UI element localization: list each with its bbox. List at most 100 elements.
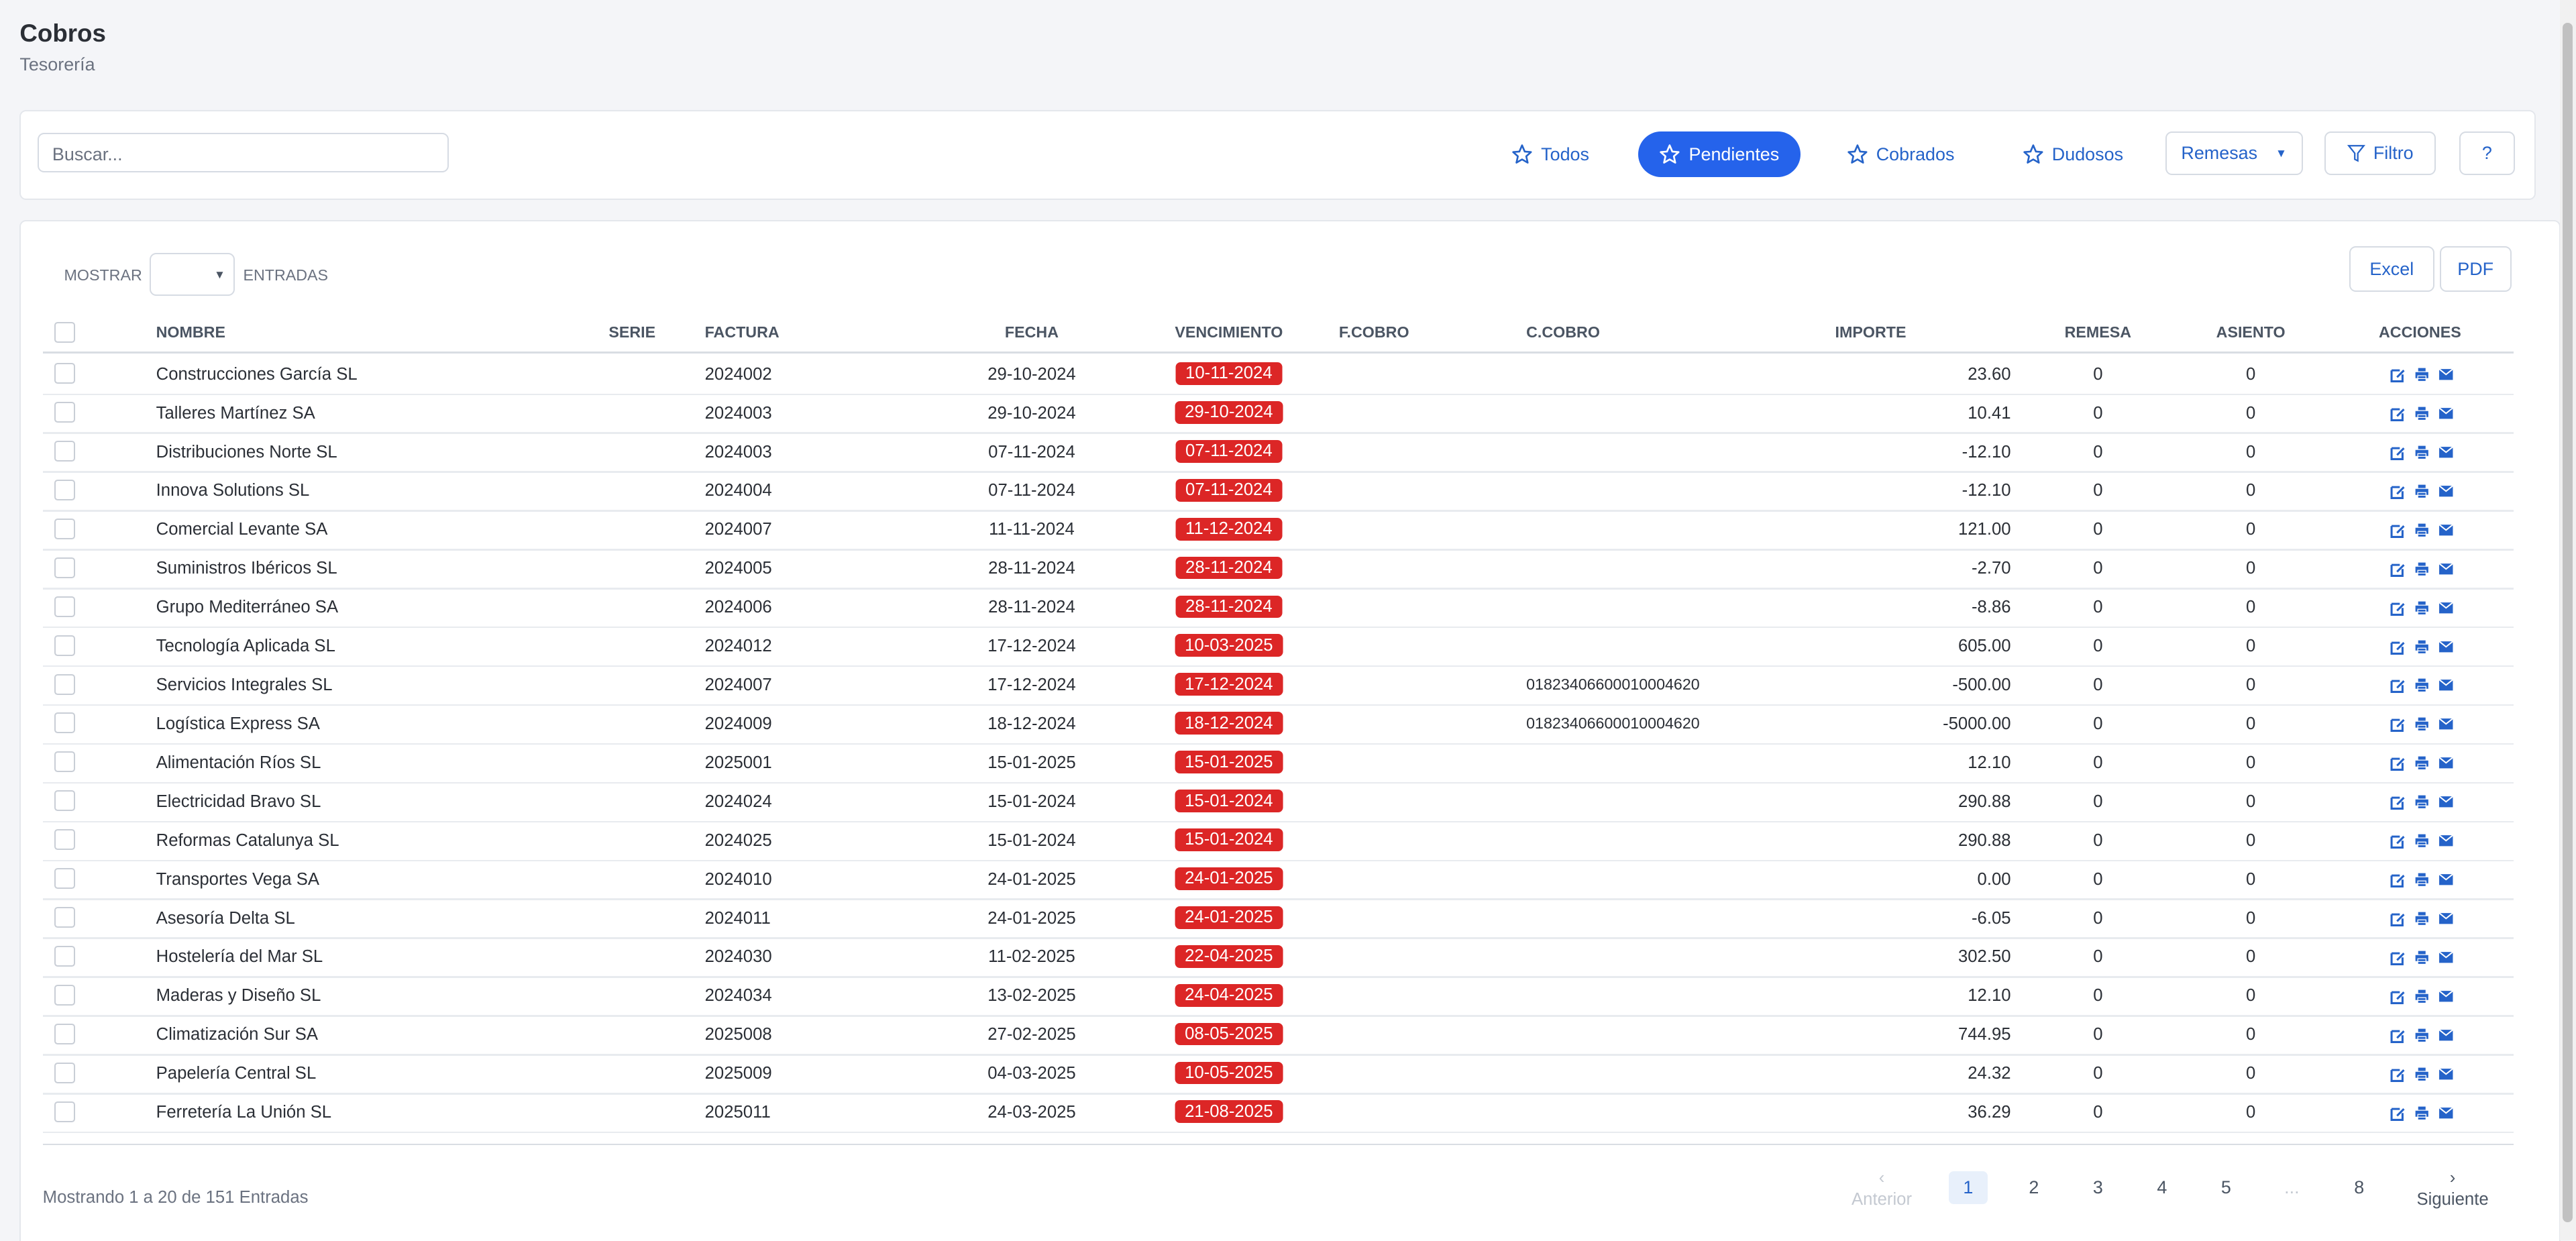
page-button[interactable]: 4 (2157, 1177, 2167, 1198)
print-icon[interactable] (2414, 677, 2430, 693)
edit-icon[interactable] (2389, 1027, 2405, 1043)
email-icon[interactable] (2438, 794, 2454, 810)
email-icon[interactable] (2438, 949, 2454, 965)
column-header[interactable]: SERIE (608, 323, 656, 341)
checkbox[interactable] (54, 518, 75, 539)
email-icon[interactable] (2438, 677, 2454, 693)
print-icon[interactable] (2414, 794, 2430, 810)
page-size-select[interactable]: ▼ (149, 253, 235, 296)
column-header[interactable]: REMESA (2064, 323, 2132, 341)
edit-icon[interactable] (2389, 483, 2405, 499)
edit-icon[interactable] (2389, 405, 2405, 422)
email-icon[interactable] (2438, 1105, 2454, 1121)
checkbox[interactable] (54, 751, 75, 773)
print-icon[interactable] (2414, 832, 2430, 849)
page-button[interactable]: 8 (2354, 1177, 2365, 1198)
print-icon[interactable] (2414, 1066, 2430, 1082)
filter-tab[interactable]: Dudosos (2023, 131, 2123, 178)
column-header[interactable]: ASIENTO (2216, 323, 2286, 341)
checkbox[interactable] (54, 479, 75, 500)
email-icon[interactable] (2438, 988, 2454, 1004)
print-icon[interactable] (2414, 910, 2430, 926)
print-icon[interactable] (2414, 600, 2430, 616)
previous-button[interactable]: ‹ Anterior (1851, 1169, 1913, 1209)
email-icon[interactable] (2438, 600, 2454, 616)
edit-icon[interactable] (2389, 871, 2405, 888)
pdf-button[interactable]: PDF (2439, 246, 2512, 292)
email-icon[interactable] (2438, 716, 2454, 732)
email-icon[interactable] (2438, 871, 2454, 887)
print-icon[interactable] (2414, 561, 2430, 577)
print-icon[interactable] (2414, 871, 2430, 887)
checkbox[interactable] (54, 635, 75, 656)
print-icon[interactable] (2414, 405, 2430, 421)
edit-icon[interactable] (2389, 677, 2405, 694)
column-header[interactable]: C.COBRO (1526, 323, 1600, 341)
checkbox[interactable] (54, 712, 75, 734)
checkbox[interactable] (54, 946, 75, 967)
print-icon[interactable] (2414, 522, 2430, 538)
checkbox[interactable] (54, 907, 75, 928)
email-icon[interactable] (2438, 639, 2454, 655)
checkbox[interactable] (54, 1062, 75, 1083)
email-icon[interactable] (2438, 561, 2454, 577)
checkbox[interactable] (54, 829, 75, 851)
checkbox[interactable] (54, 1101, 75, 1122)
email-icon[interactable] (2438, 910, 2454, 926)
email-icon[interactable] (2438, 366, 2454, 382)
edit-icon[interactable] (2389, 366, 2405, 383)
print-icon[interactable] (2414, 483, 2430, 499)
checkbox[interactable] (54, 402, 75, 423)
page-button[interactable]: 5 (2220, 1177, 2231, 1198)
email-icon[interactable] (2438, 755, 2454, 771)
column-header[interactable]: FECHA (1004, 323, 1059, 341)
print-icon[interactable] (2414, 639, 2430, 655)
checkbox[interactable] (54, 441, 75, 462)
next-button[interactable]: › Siguiente (2416, 1169, 2489, 1209)
remesas-dropdown[interactable]: Remesas ▼ (2165, 131, 2303, 176)
checkbox[interactable] (54, 1023, 75, 1044)
edit-icon[interactable] (2389, 1066, 2405, 1082)
edit-icon[interactable] (2389, 716, 2405, 733)
page-button[interactable]: ... (2284, 1177, 2300, 1198)
column-header[interactable]: VENCIMIENTO (1175, 323, 1283, 341)
print-icon[interactable] (2414, 1105, 2430, 1121)
column-header[interactable]: ACCIONES (2379, 323, 2461, 341)
search-input[interactable]: Buscar... (38, 133, 449, 173)
email-icon[interactable] (2438, 483, 2454, 499)
print-icon[interactable] (2414, 1027, 2430, 1043)
checkbox[interactable] (54, 322, 75, 343)
edit-icon[interactable] (2389, 794, 2405, 810)
print-icon[interactable] (2414, 716, 2430, 732)
email-icon[interactable] (2438, 522, 2454, 538)
checkbox[interactable] (54, 596, 75, 617)
edit-icon[interactable] (2389, 639, 2405, 655)
edit-icon[interactable] (2389, 949, 2405, 965)
help-button[interactable]: ? (2459, 131, 2515, 176)
edit-icon[interactable] (2389, 910, 2405, 926)
edit-icon[interactable] (2389, 832, 2405, 849)
page-button[interactable]: 1 (1948, 1171, 1988, 1205)
print-icon[interactable] (2414, 755, 2430, 771)
email-icon[interactable] (2438, 405, 2454, 421)
email-icon[interactable] (2438, 444, 2454, 460)
column-header[interactable]: IMPORTE (1835, 323, 1907, 341)
excel-button[interactable]: Excel (2349, 246, 2434, 292)
email-icon[interactable] (2438, 1027, 2454, 1043)
edit-icon[interactable] (2389, 600, 2405, 616)
column-header[interactable]: F.COBRO (1338, 323, 1409, 341)
filter-tab[interactable]: Todos (1511, 131, 1589, 178)
filter-button[interactable]: Filtro (2324, 131, 2436, 176)
checkbox[interactable] (54, 790, 75, 812)
page-button[interactable]: 3 (2092, 1177, 2103, 1198)
checkbox[interactable] (54, 363, 75, 384)
edit-icon[interactable] (2389, 755, 2405, 771)
column-header[interactable]: FACTURA (704, 323, 780, 341)
edit-icon[interactable] (2389, 561, 2405, 577)
email-icon[interactable] (2438, 832, 2454, 849)
print-icon[interactable] (2414, 366, 2430, 382)
print-icon[interactable] (2414, 949, 2430, 965)
checkbox[interactable] (54, 673, 75, 695)
print-icon[interactable] (2414, 444, 2430, 460)
print-icon[interactable] (2414, 988, 2430, 1004)
